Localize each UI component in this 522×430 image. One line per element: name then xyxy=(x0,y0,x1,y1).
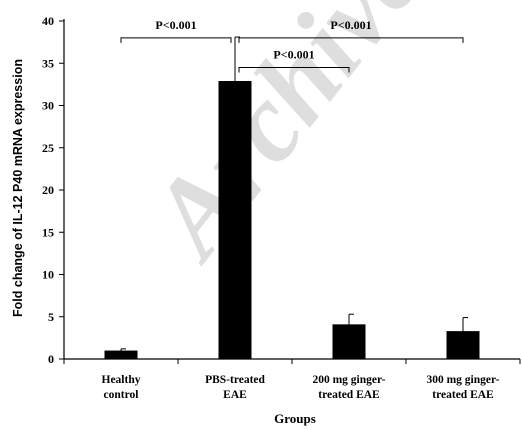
y-tick-label-30: 30 xyxy=(42,99,54,113)
y-tick-label-0: 0 xyxy=(48,352,54,366)
x-tick-label-0: Healthy control xyxy=(102,374,141,401)
y-tick-label-10: 10 xyxy=(42,268,54,282)
x-tick-label-1: PBS-treated EAE xyxy=(205,374,265,401)
y-tick-label-40: 40 xyxy=(42,14,54,28)
x-tick-label-3: 300 mg ginger-treated EAE xyxy=(426,374,499,401)
bar-0 xyxy=(104,350,138,359)
y-tick-label-35: 35 xyxy=(42,56,54,70)
bar-1 xyxy=(218,80,252,360)
x-axis-title: Groups xyxy=(274,411,316,426)
y-tick-label-15: 15 xyxy=(42,225,54,239)
bar-3 xyxy=(446,331,480,359)
significance-bracket-1 xyxy=(238,37,464,43)
y-tick-label-20: 20 xyxy=(42,183,54,197)
bar-2 xyxy=(332,324,366,359)
y-axis-title: Fold change of IL-12 P40 mRNA expression xyxy=(11,59,25,317)
y-tick-label-25: 25 xyxy=(42,141,54,155)
significance-label-0: P<0.001 xyxy=(155,18,196,32)
y-tick-label-5: 5 xyxy=(48,310,54,324)
significance-bracket-2 xyxy=(238,66,350,73)
significance-bracket-0 xyxy=(120,37,232,43)
significance-label-1: P<0.001 xyxy=(330,18,371,32)
watermark: Archive xyxy=(123,0,447,282)
significance-label-2: P<0.001 xyxy=(273,47,314,61)
x-tick-label-2: 200 mg ginger-treated EAE xyxy=(312,374,385,401)
